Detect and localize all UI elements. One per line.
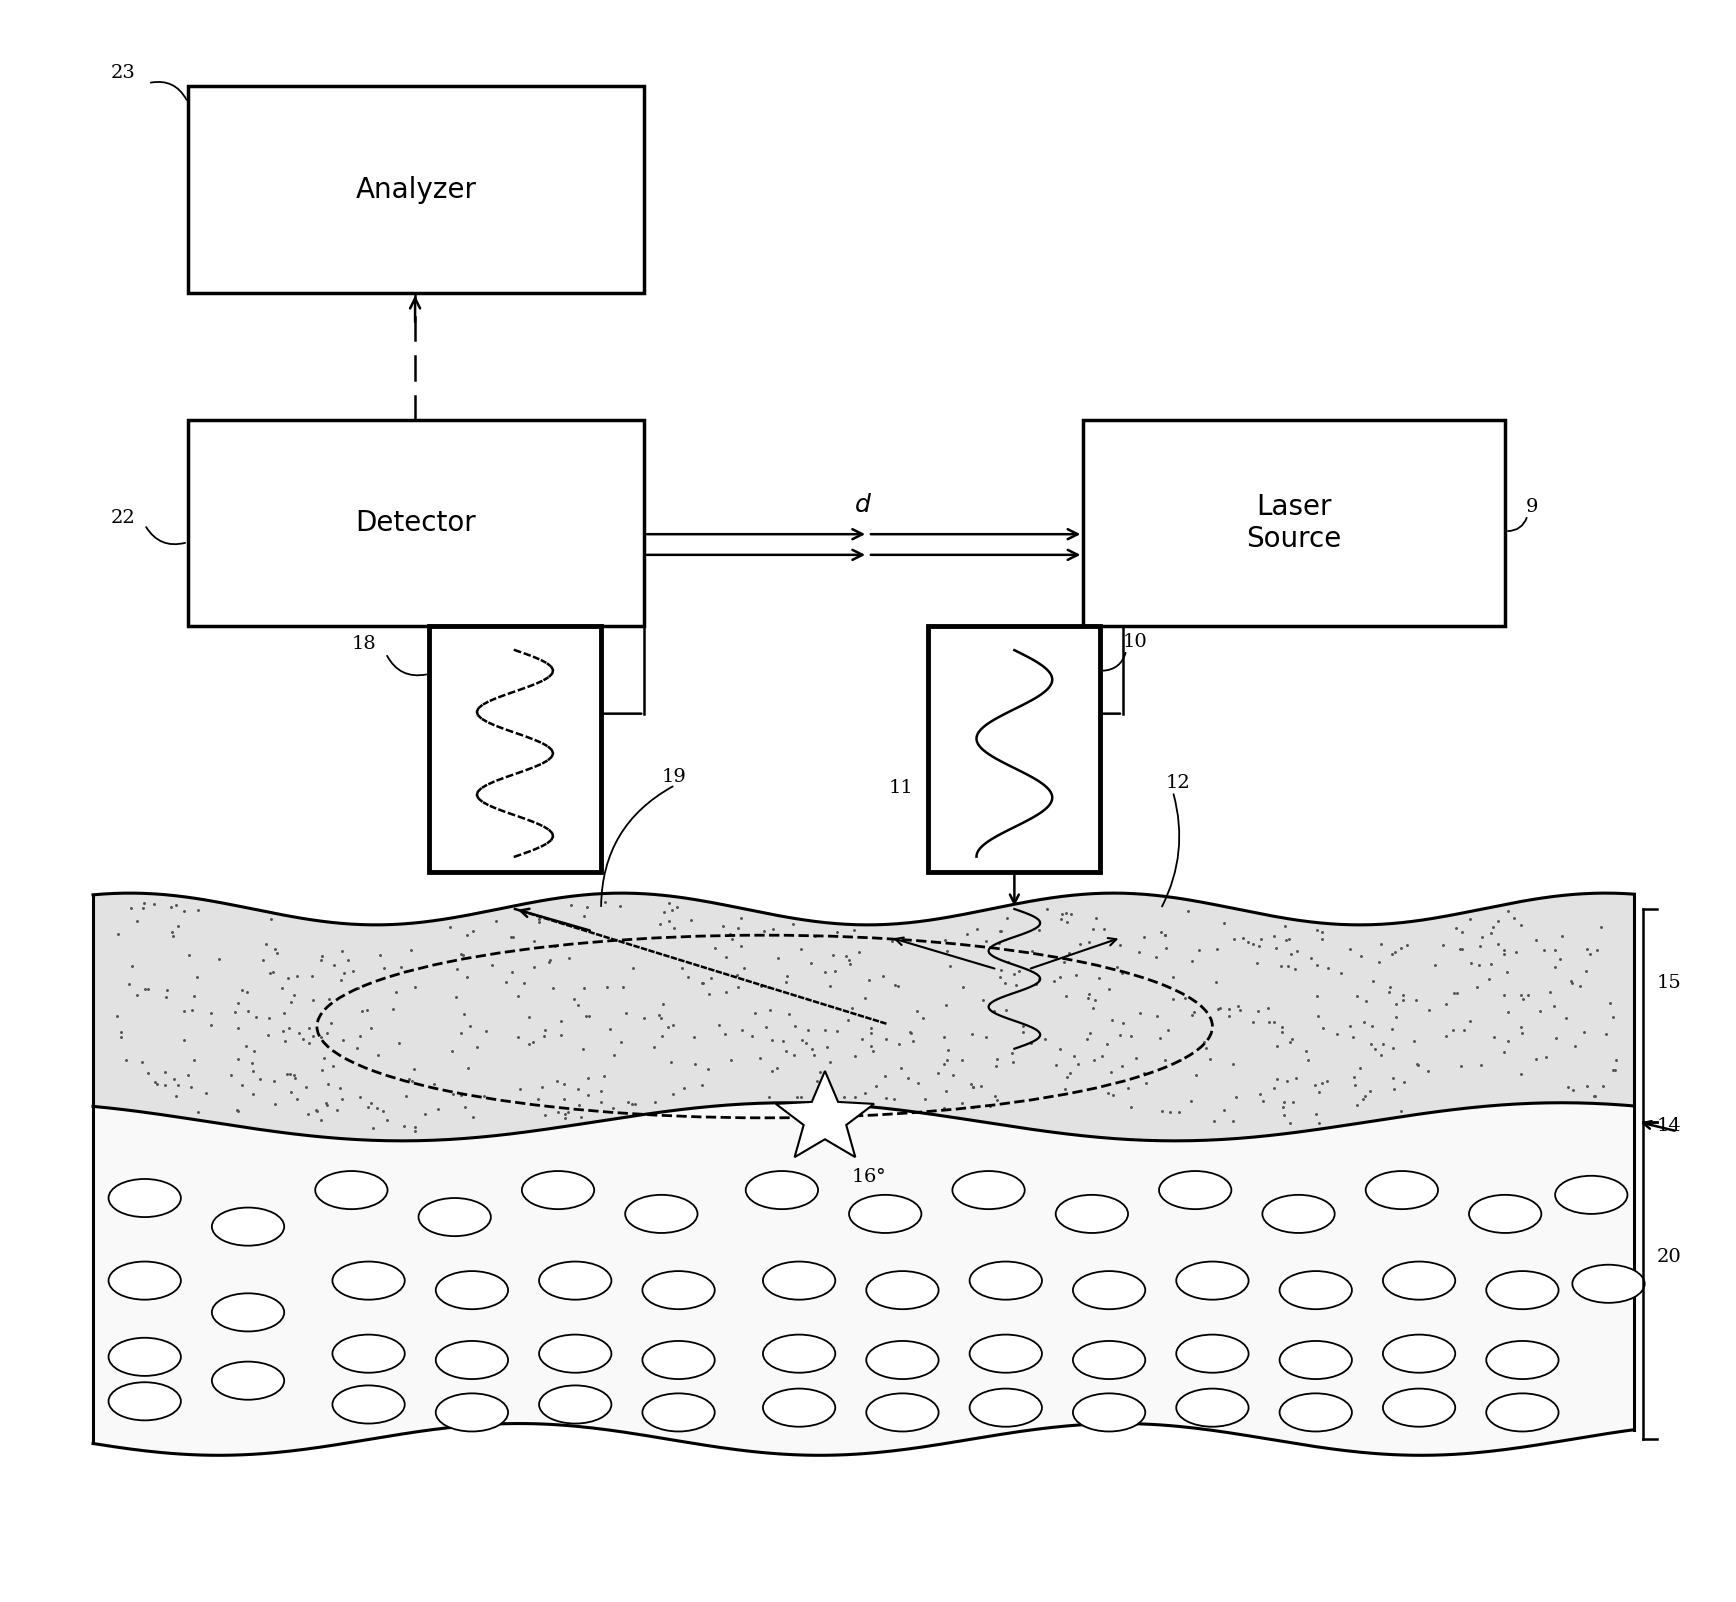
Ellipse shape <box>540 1334 611 1373</box>
Ellipse shape <box>1486 1394 1559 1432</box>
Ellipse shape <box>436 1270 509 1309</box>
Ellipse shape <box>1384 1389 1455 1427</box>
Text: 15: 15 <box>1656 974 1682 992</box>
Text: Analyzer: Analyzer <box>356 176 476 203</box>
Ellipse shape <box>762 1389 835 1427</box>
Ellipse shape <box>332 1261 404 1299</box>
Ellipse shape <box>523 1171 594 1210</box>
Ellipse shape <box>1486 1341 1559 1379</box>
Ellipse shape <box>746 1171 818 1210</box>
Ellipse shape <box>212 1293 285 1331</box>
Ellipse shape <box>436 1394 509 1432</box>
Ellipse shape <box>849 1195 922 1234</box>
Ellipse shape <box>866 1341 939 1379</box>
Ellipse shape <box>212 1208 285 1246</box>
Text: 20: 20 <box>1656 1248 1682 1266</box>
Polygon shape <box>94 892 1634 1141</box>
Ellipse shape <box>1384 1261 1455 1299</box>
Text: 19: 19 <box>661 767 686 787</box>
Text: 22: 22 <box>111 509 135 527</box>
Ellipse shape <box>1073 1341 1146 1379</box>
Text: 12: 12 <box>1167 774 1191 793</box>
Ellipse shape <box>625 1195 698 1234</box>
Ellipse shape <box>866 1270 939 1309</box>
Ellipse shape <box>970 1261 1042 1299</box>
Ellipse shape <box>109 1338 181 1376</box>
Ellipse shape <box>540 1386 611 1424</box>
Ellipse shape <box>109 1383 181 1421</box>
Ellipse shape <box>109 1261 181 1299</box>
Text: $d$: $d$ <box>854 493 871 517</box>
Ellipse shape <box>1573 1264 1644 1302</box>
Ellipse shape <box>1279 1341 1352 1379</box>
Ellipse shape <box>970 1334 1042 1373</box>
Text: Detector: Detector <box>356 509 476 537</box>
Text: 16$°$: 16$°$ <box>851 1168 885 1185</box>
Ellipse shape <box>642 1341 715 1379</box>
Text: 14: 14 <box>1656 1117 1682 1136</box>
Bar <box>1083 420 1505 626</box>
Ellipse shape <box>1073 1270 1146 1309</box>
Bar <box>429 626 601 873</box>
Bar <box>187 87 644 293</box>
Ellipse shape <box>642 1394 715 1432</box>
Ellipse shape <box>1469 1195 1542 1234</box>
Ellipse shape <box>1262 1195 1335 1234</box>
Text: Laser
Source: Laser Source <box>1246 493 1342 553</box>
Ellipse shape <box>540 1261 611 1299</box>
Polygon shape <box>776 1072 875 1157</box>
Ellipse shape <box>970 1389 1042 1427</box>
Ellipse shape <box>1177 1334 1248 1373</box>
Text: 11: 11 <box>889 779 913 798</box>
Ellipse shape <box>953 1171 1024 1210</box>
Ellipse shape <box>1177 1261 1248 1299</box>
Ellipse shape <box>1279 1270 1352 1309</box>
Ellipse shape <box>1279 1394 1352 1432</box>
Ellipse shape <box>1555 1176 1627 1214</box>
Ellipse shape <box>109 1179 181 1218</box>
Ellipse shape <box>762 1334 835 1373</box>
Bar <box>929 626 1101 873</box>
Ellipse shape <box>866 1394 939 1432</box>
Text: 9: 9 <box>1526 498 1538 516</box>
Ellipse shape <box>1177 1389 1248 1427</box>
Ellipse shape <box>436 1341 509 1379</box>
Ellipse shape <box>762 1261 835 1299</box>
Ellipse shape <box>332 1386 404 1424</box>
Text: 10: 10 <box>1123 633 1147 650</box>
Ellipse shape <box>1384 1334 1455 1373</box>
Bar <box>187 420 644 626</box>
Ellipse shape <box>1073 1394 1146 1432</box>
Ellipse shape <box>418 1198 491 1237</box>
Text: 18: 18 <box>351 634 377 652</box>
Ellipse shape <box>332 1334 404 1373</box>
Ellipse shape <box>1055 1195 1128 1234</box>
Ellipse shape <box>1486 1270 1559 1309</box>
Polygon shape <box>94 1102 1634 1455</box>
Ellipse shape <box>316 1171 387 1210</box>
Ellipse shape <box>642 1270 715 1309</box>
Ellipse shape <box>212 1362 285 1400</box>
Ellipse shape <box>1366 1171 1437 1210</box>
Text: 23: 23 <box>111 64 135 82</box>
Ellipse shape <box>1160 1171 1231 1210</box>
